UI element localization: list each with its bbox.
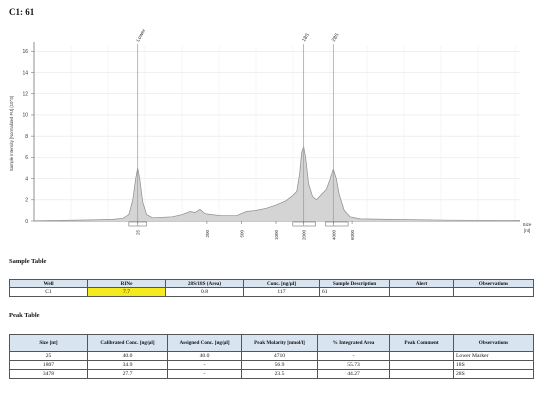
- y-tick-label: 10: [22, 113, 28, 119]
- cell-comment: [389, 369, 454, 379]
- y-tick-label: 4: [25, 176, 28, 182]
- sample-table: Well RINe 28S/18S (Area) Conc. [ng/µl] S…: [9, 279, 534, 297]
- y-tick-label: 6: [25, 155, 28, 161]
- col-integrated-area: % Integrated Area: [317, 334, 390, 352]
- page-title: C1: 61: [9, 7, 35, 17]
- col-calibrated-conc: Calibrated Conc. [ng/µl]: [87, 334, 168, 352]
- col-size: Size [nt]: [9, 334, 88, 352]
- cell-conc: 117: [243, 287, 320, 297]
- col-alert: Alert: [389, 279, 454, 288]
- col-peak-comment: Peak Comment: [389, 334, 454, 352]
- cell-assigned: -: [167, 369, 242, 379]
- sample-table-title: Sample Table: [9, 258, 47, 265]
- col-rine: RINe: [87, 279, 166, 288]
- col-peak-molarity: Peak Molarity [nmol/l]: [241, 334, 318, 352]
- peak-label: 18S: [301, 32, 311, 43]
- y-tick-label: 12: [22, 92, 28, 98]
- cell-ratio: 0.8: [165, 287, 244, 297]
- table-row: 3478 27.7 - 23.5 44.27 28S: [9, 369, 534, 379]
- col-observations: Observations: [453, 334, 534, 352]
- cell-comment: [389, 351, 454, 361]
- peak-table-title: Peak Table: [9, 312, 40, 319]
- cell-area: 44.27: [317, 369, 390, 379]
- cell-assigned: 40.0: [167, 351, 242, 361]
- cell-well: C1: [9, 287, 88, 297]
- cell-observations: 18S: [453, 360, 534, 370]
- col-ratio: 28S/18S (Area): [165, 279, 244, 288]
- cell-observations: [453, 287, 534, 297]
- y-tick-label: 8: [25, 134, 28, 140]
- col-well: Well: [9, 279, 88, 288]
- sample-table-header: Well RINe 28S/18S (Area) Conc. [ng/µl] S…: [9, 279, 534, 288]
- cell-comment: [389, 360, 454, 370]
- col-description: Sample Description: [319, 279, 390, 288]
- trace-line: [33, 145, 521, 222]
- table-row: 1807 34.9 - 56.9 55.73 18S: [9, 360, 534, 370]
- peak-bracket: [325, 221, 349, 227]
- y-tick-label: 2: [25, 198, 28, 204]
- trace-area: [34, 146, 520, 221]
- peak-table-header: Size [nt] Calibrated Conc. [ng/µl] Assig…: [9, 334, 534, 352]
- y-tick-label: 0: [25, 219, 28, 225]
- x-tick-label: 25: [136, 230, 141, 236]
- x-tick-label: 4000: [331, 230, 336, 241]
- cell-rine: 7.7: [87, 287, 166, 297]
- x-tick-label: 1000: [274, 230, 279, 241]
- cell-alert: [389, 287, 454, 297]
- x-tick-label: 2000: [302, 230, 307, 241]
- cell-assigned: -: [167, 360, 242, 370]
- cell-area: 55.73: [317, 360, 390, 370]
- cell-size: 3478: [9, 369, 88, 379]
- cell-molarity: 23.5: [241, 369, 318, 379]
- peak-label: 28S: [331, 32, 341, 43]
- x-axis-label: Size: [523, 222, 532, 227]
- cell-description: 61: [319, 287, 390, 297]
- col-observations: Observations: [453, 279, 534, 288]
- x-axis-unit-label: [nt]: [524, 228, 530, 233]
- cell-size: 1807: [9, 360, 88, 370]
- y-tick-label: 14: [22, 70, 28, 76]
- y-axis-label: Sample Intensity [Normalized FU] (10^3): [9, 95, 14, 171]
- table-row: 25 40.0 40.0 4710 - Lower Marker: [9, 351, 534, 361]
- col-conc: Conc. [ng/µl]: [243, 279, 320, 288]
- x-tick-label: 200: [205, 230, 210, 238]
- x-tick-label: 500: [239, 230, 244, 238]
- y-tick-label: 16: [22, 49, 28, 55]
- x-tick-label: 6000: [350, 230, 355, 241]
- peak-bracket: [292, 221, 316, 227]
- cell-observations: 28S: [453, 369, 534, 379]
- peak-label: Lower: [135, 28, 147, 43]
- cell-calibrated: 27.7: [87, 369, 168, 379]
- cell-calibrated: 34.9: [87, 360, 168, 370]
- cell-size: 25: [9, 351, 88, 361]
- cell-observations: Lower Marker: [453, 351, 534, 361]
- cell-calibrated: 40.0: [87, 351, 168, 361]
- cell-molarity: 56.9: [241, 360, 318, 370]
- cell-molarity: 4710: [241, 351, 318, 361]
- col-assigned-conc: Assigned Conc. [ng/µl]: [167, 334, 242, 352]
- peak-table: Size [nt] Calibrated Conc. [ng/µl] Assig…: [9, 334, 534, 379]
- cell-area: -: [317, 351, 390, 361]
- table-row: C1 7.7 0.8 117 61: [9, 287, 534, 297]
- electropherogram-chart: 0 2 4 6 8 10 12 14 16 Sample Intensity [Normalize…: [9, 28, 532, 241]
